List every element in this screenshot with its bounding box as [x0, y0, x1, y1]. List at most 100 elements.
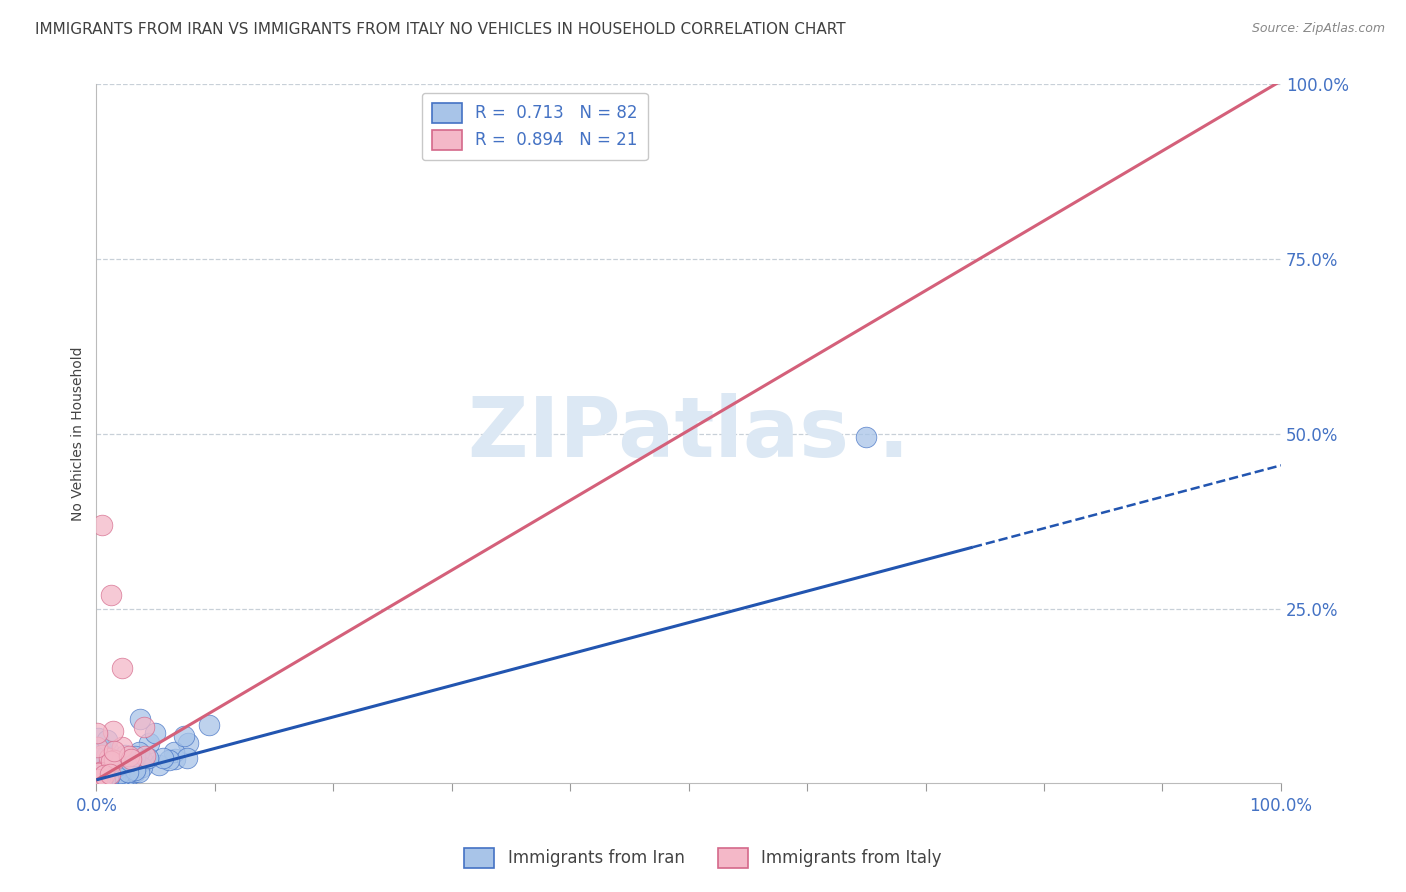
Point: [98, 770, 121, 784]
Point: [94, 749, 117, 764]
Point: [87, 763, 110, 777]
Point: [115, 759, 138, 773]
Point: [90, 759, 112, 773]
Point: [132, 721, 155, 735]
Point: [87, 755, 110, 769]
Point: [103, 767, 125, 781]
Point: [86, 768, 108, 782]
Point: [98, 767, 121, 781]
Point: [86, 772, 108, 786]
Point: [94, 773, 117, 788]
Point: [94, 765, 117, 780]
Point: [198, 718, 221, 732]
Point: [101, 769, 124, 783]
Point: [89, 766, 111, 780]
Point: [100, 588, 122, 602]
Point: [86, 740, 108, 755]
Point: [94, 772, 117, 786]
Point: [103, 753, 125, 767]
Point: [87, 747, 110, 762]
Point: [86, 731, 108, 746]
Point: [97, 743, 120, 757]
Point: [93, 767, 115, 781]
Point: [124, 765, 146, 780]
Point: [90, 770, 112, 784]
Point: [94, 767, 117, 781]
Point: [108, 765, 131, 780]
Point: [91, 769, 114, 783]
Point: [163, 752, 186, 766]
Point: [89, 771, 111, 785]
Point: [89, 747, 111, 761]
Text: ZIPatlas .: ZIPatlas .: [468, 393, 910, 475]
Point: [91, 756, 114, 771]
Point: [91, 757, 114, 772]
Point: [87, 772, 110, 786]
Point: [97, 751, 120, 765]
Point: [91, 772, 114, 787]
Point: [111, 739, 134, 754]
Point: [97, 769, 120, 783]
Point: [105, 759, 128, 773]
Point: [129, 712, 152, 726]
Point: [86, 772, 108, 786]
Point: [87, 760, 110, 774]
Point: [114, 747, 136, 762]
Point: [90, 766, 112, 780]
Point: [93, 768, 115, 782]
Text: Source: ZipAtlas.com: Source: ZipAtlas.com: [1251, 22, 1385, 36]
Point: [131, 760, 153, 774]
Point: [173, 729, 195, 743]
Point: [159, 753, 181, 767]
Point: [152, 750, 174, 764]
Point: [91, 517, 114, 532]
Point: [90, 768, 112, 782]
Text: IMMIGRANTS FROM IRAN VS IMMIGRANTS FROM ITALY NO VEHICLES IN HOUSEHOLD CORRELATI: IMMIGRANTS FROM IRAN VS IMMIGRANTS FROM …: [35, 22, 846, 37]
Point: [120, 752, 142, 766]
Point: [90, 741, 112, 756]
Point: [110, 763, 132, 777]
Point: [148, 757, 170, 772]
Point: [91, 747, 114, 762]
Point: [90, 765, 112, 780]
Point: [117, 764, 139, 779]
Point: [134, 749, 156, 764]
Point: [96, 732, 118, 747]
Point: [100, 772, 122, 786]
Point: [124, 748, 146, 763]
Point: [111, 661, 134, 675]
Point: [120, 767, 142, 781]
Point: [128, 765, 150, 780]
Point: [89, 765, 111, 780]
Point: [124, 764, 146, 778]
Point: [110, 768, 132, 782]
Point: [855, 430, 877, 444]
Point: [86, 774, 108, 789]
Point: [125, 760, 148, 774]
Point: [101, 723, 124, 738]
Point: [118, 749, 141, 764]
Point: [103, 743, 125, 757]
Point: [108, 765, 131, 780]
Point: [108, 770, 131, 784]
Point: [94, 773, 117, 788]
Point: [100, 754, 122, 768]
Point: [104, 768, 127, 782]
Point: [86, 726, 108, 740]
Point: [110, 757, 132, 772]
Point: [120, 754, 142, 768]
Legend: Immigrants from Iran, Immigrants from Italy: Immigrants from Iran, Immigrants from It…: [457, 841, 949, 875]
Point: [163, 745, 186, 759]
Point: [93, 765, 115, 780]
Point: [138, 736, 160, 750]
Point: [97, 761, 120, 775]
Point: [104, 772, 127, 786]
Point: [100, 752, 122, 766]
Point: [128, 745, 150, 759]
Point: [86, 760, 108, 774]
Point: [87, 772, 110, 787]
Point: [97, 757, 120, 772]
Point: [86, 765, 108, 780]
Point: [89, 770, 111, 784]
Point: [176, 750, 198, 764]
